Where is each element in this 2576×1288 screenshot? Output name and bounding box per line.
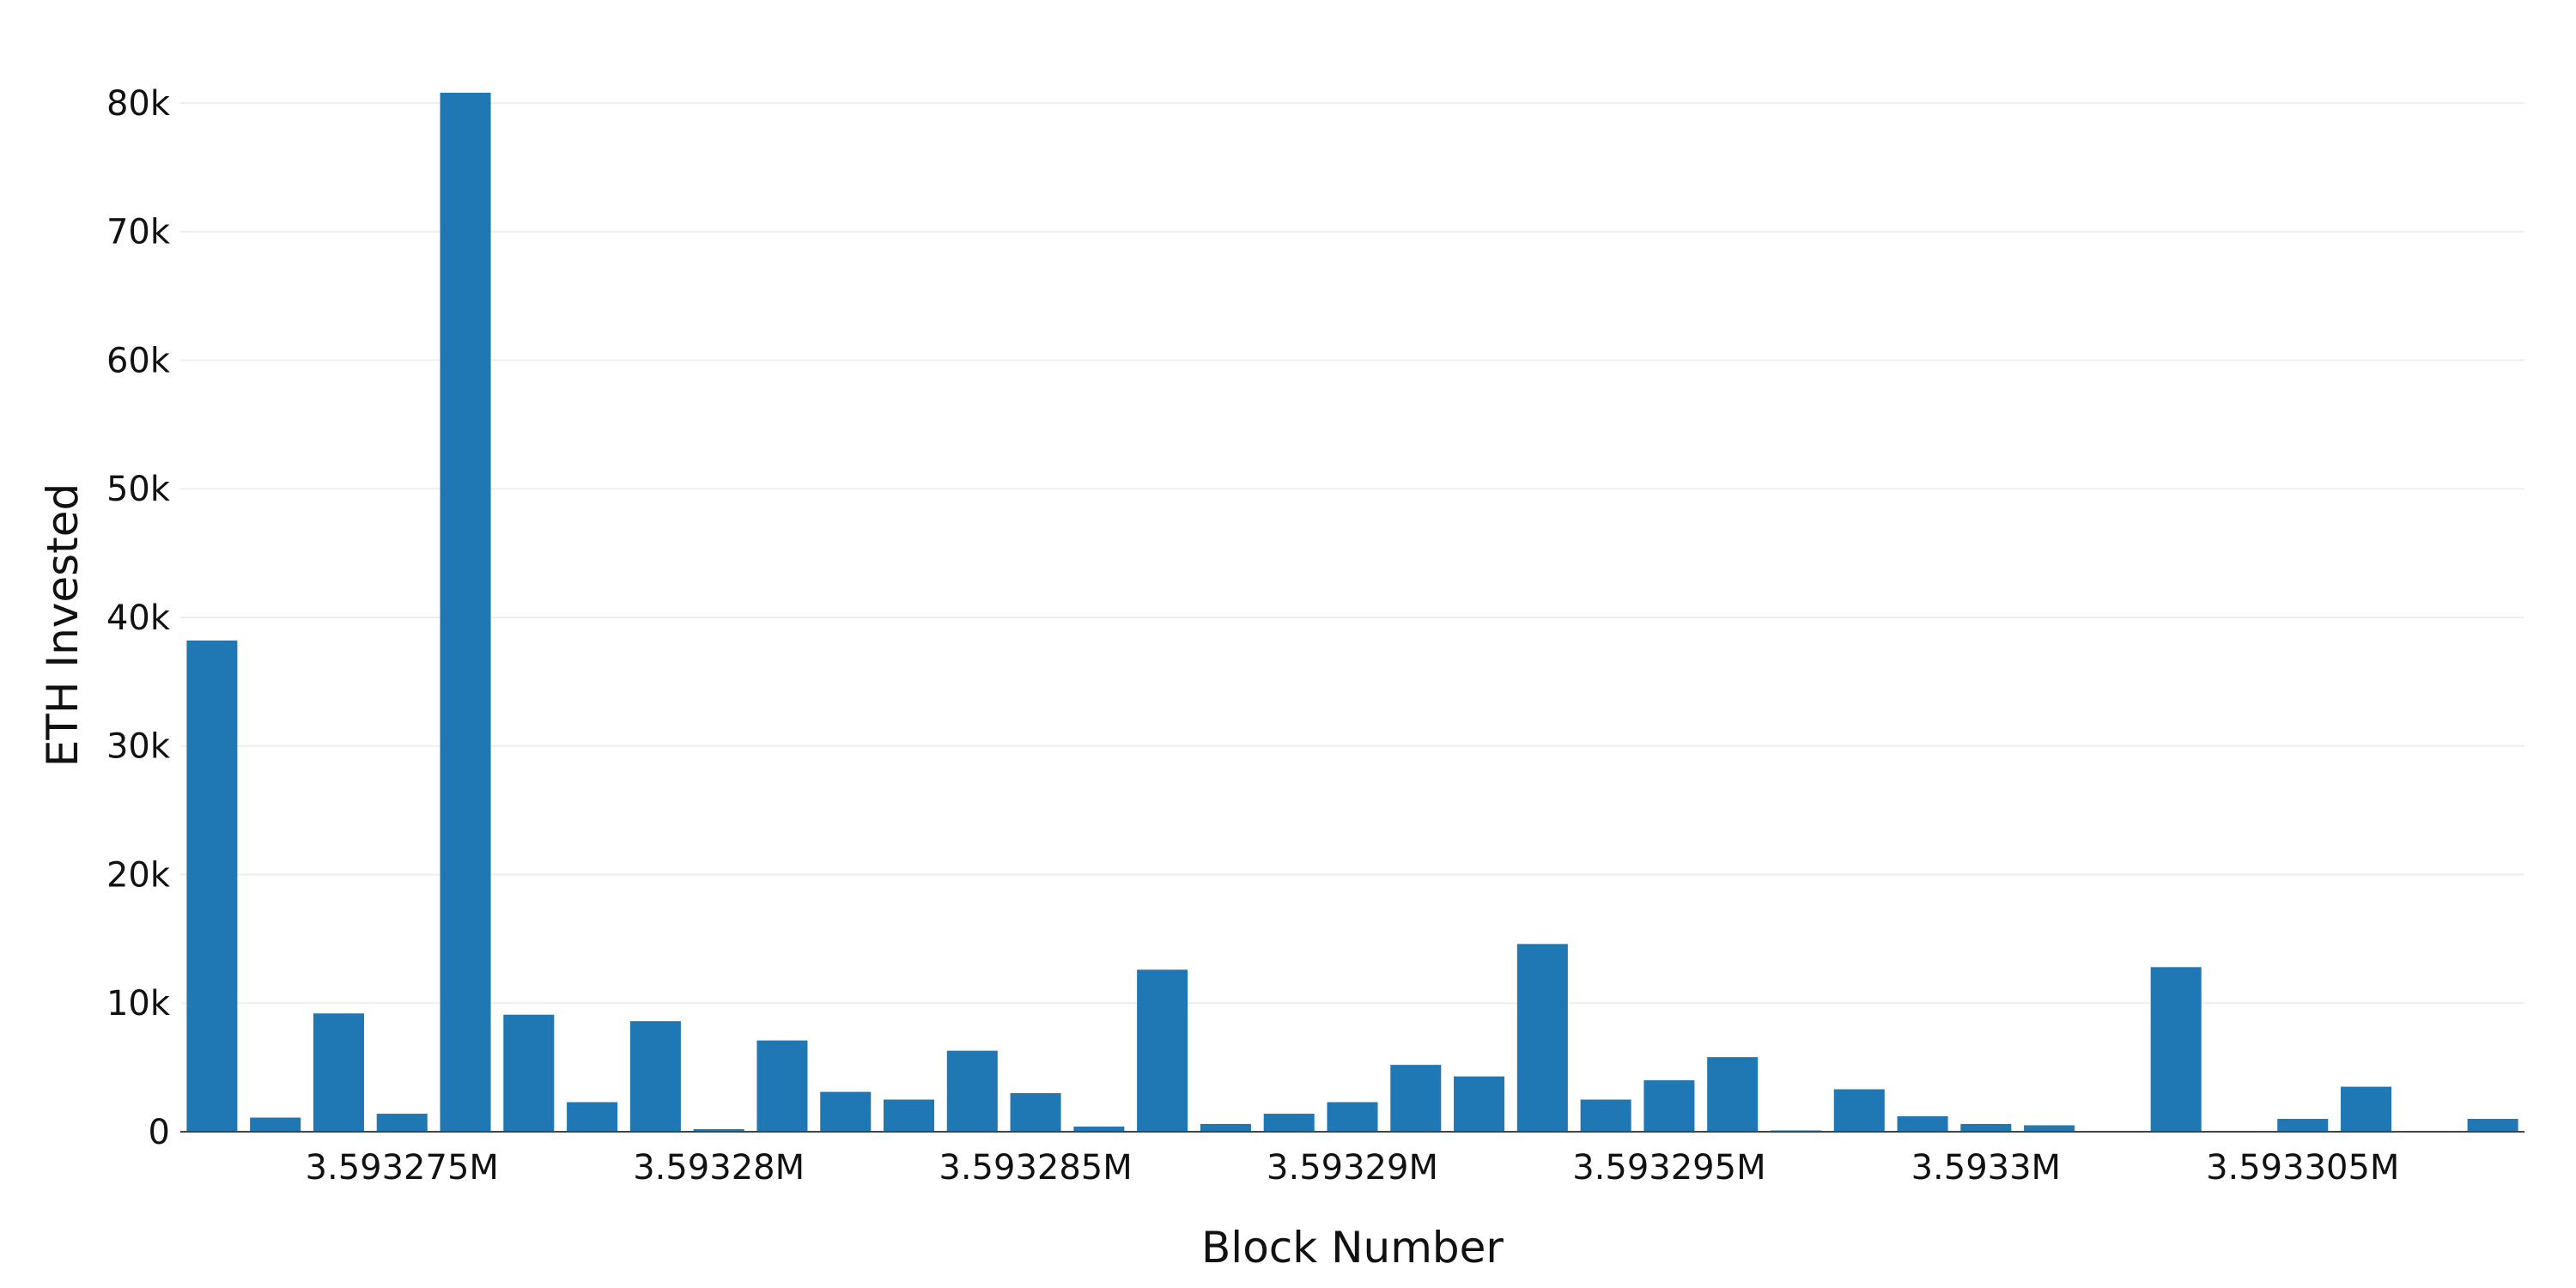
bar bbox=[313, 1013, 364, 1132]
y-axis-ticks: 0 10k 20k 30k 40k 50k 60k 70k 80k bbox=[106, 84, 171, 1152]
bar bbox=[2024, 1125, 2075, 1132]
bar bbox=[1707, 1057, 1759, 1132]
bar bbox=[250, 1117, 301, 1132]
bar bbox=[2467, 1119, 2518, 1132]
x-tick-label: 3.593285M bbox=[939, 1148, 1132, 1188]
bar bbox=[1200, 1124, 1251, 1132]
bar bbox=[756, 1040, 808, 1132]
grid-lines bbox=[180, 101, 2524, 1005]
bar bbox=[2341, 1086, 2392, 1132]
x-tick-label: 3.59329M bbox=[1267, 1148, 1438, 1188]
bar bbox=[2277, 1119, 2329, 1132]
bar bbox=[1454, 1076, 1505, 1132]
x-tick-label: 3.593305M bbox=[2206, 1148, 2399, 1188]
x-axis-ticks: 3.593275M 3.59328M 3.593285M 3.59329M 3.5932… bbox=[306, 1148, 2400, 1188]
bar bbox=[629, 1021, 681, 1132]
x-axis-title: Block Number bbox=[1201, 1223, 1504, 1273]
bar bbox=[567, 1102, 618, 1132]
bar bbox=[1327, 1102, 1378, 1132]
bar bbox=[186, 640, 238, 1132]
bar bbox=[1580, 1099, 1631, 1132]
bar bbox=[884, 1099, 935, 1132]
bar bbox=[1897, 1116, 1948, 1132]
bar bbox=[946, 1050, 998, 1132]
bar bbox=[1390, 1065, 1442, 1132]
y-tick-label: 40k bbox=[106, 598, 171, 638]
bar bbox=[1643, 1080, 1695, 1132]
y-tick-label: 70k bbox=[106, 213, 171, 252]
y-tick-label: 0 bbox=[149, 1113, 170, 1152]
y-tick-label: 60k bbox=[106, 341, 171, 380]
bar bbox=[1516, 944, 1568, 1132]
y-axis-title: ETH Invested bbox=[38, 483, 88, 768]
x-tick-label: 3.5933M bbox=[1911, 1148, 2061, 1188]
bar bbox=[1137, 969, 1188, 1132]
y-tick-label: 30k bbox=[106, 727, 171, 767]
y-tick-label: 10k bbox=[106, 984, 171, 1024]
x-tick-label: 3.59328M bbox=[633, 1148, 805, 1188]
x-tick-label: 3.593295M bbox=[1572, 1148, 1765, 1188]
bar bbox=[376, 1114, 428, 1132]
bar bbox=[440, 92, 491, 1133]
bars bbox=[186, 92, 2518, 1133]
x-tick-label: 3.593275M bbox=[306, 1148, 499, 1188]
bar bbox=[503, 1014, 555, 1132]
bar bbox=[1073, 1127, 1125, 1132]
y-tick-label: 20k bbox=[106, 855, 171, 895]
bar bbox=[1010, 1093, 1061, 1132]
bar bbox=[1960, 1124, 2012, 1132]
y-tick-label: 50k bbox=[106, 470, 171, 509]
bar bbox=[1833, 1089, 1885, 1132]
bar bbox=[693, 1129, 744, 1132]
bar bbox=[1263, 1114, 1315, 1132]
bar bbox=[2150, 967, 2202, 1132]
bar bbox=[820, 1091, 872, 1132]
y-tick-label: 80k bbox=[106, 84, 171, 124]
